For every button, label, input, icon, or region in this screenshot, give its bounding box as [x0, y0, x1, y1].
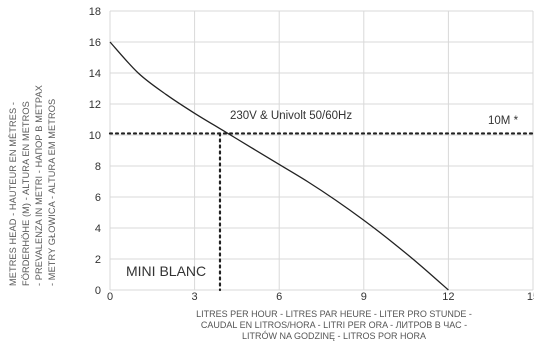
y-tick-label: 6 — [95, 192, 101, 204]
y-tick-label: 2 — [95, 254, 101, 266]
y-tick-label: 14 — [89, 68, 101, 80]
x-tick-label: 0 — [107, 291, 113, 303]
x-tick-label: 9 — [361, 291, 367, 303]
y-tick-label: 0 — [95, 285, 101, 297]
series-line-mini-blanc — [109, 41, 449, 291]
series-layer — [109, 41, 449, 291]
y-tick-label: 4 — [95, 223, 101, 235]
y-tick-label: 8 — [95, 161, 101, 173]
y-tick-label: 10 — [89, 130, 101, 142]
x-axis-title-line: LITRES PER HOUR - LITRES PAR HEURE - LIT… — [196, 309, 472, 319]
voltage-annotation: 230V & Univolt 50/60Hz — [230, 110, 352, 122]
series-label: MINI BLANC — [126, 263, 206, 279]
x-axis-title-line: CAUDAL EN LITROS/HORA - LITRI PER ORA - … — [201, 320, 467, 330]
x-tick-label: 15 — [527, 291, 534, 303]
x-tick-label: 12 — [442, 291, 454, 303]
x-axis-title-line: LITRÓW NA GODZINĘ - LITROS POR HORA — [242, 331, 426, 341]
reference-line-label: 10M * — [488, 115, 519, 127]
grid — [109, 10, 534, 291]
y-tick-label: 12 — [89, 99, 101, 111]
tick-labels: 0 2 4 6 8 10 12 14 16 18 0 3 6 9 12 15 — [89, 6, 534, 303]
chart-text: 230V & Univolt 50/60Hz 10M * MINI BLANC … — [126, 110, 519, 341]
y-tick-label: 18 — [89, 6, 101, 18]
y-tick-label: 16 — [89, 37, 101, 49]
x-tick-label: 3 — [192, 291, 198, 303]
reference-lines — [108, 132, 534, 292]
x-tick-label: 6 — [276, 291, 282, 303]
